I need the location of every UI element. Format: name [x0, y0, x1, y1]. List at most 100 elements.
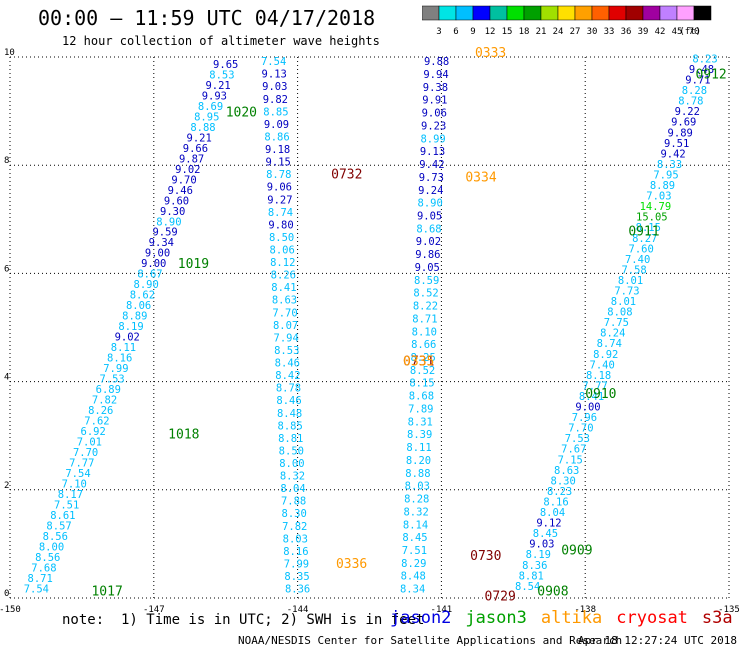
wave-height-label: 8.57 [46, 521, 71, 533]
wave-height-label: 8.19 [526, 549, 551, 561]
wave-height-label: 9.03 [262, 81, 287, 93]
wave-height-label: 8.78 [266, 169, 291, 181]
wave-height-label: 8.30 [282, 508, 307, 520]
colorbar-tick-label: 6 [453, 27, 458, 37]
wave-height-label: 7.53 [99, 374, 124, 386]
wave-height-label: 8.59 [414, 275, 439, 287]
legend-item-jason2: jason2 [390, 608, 452, 628]
wave-height-label: 8.25 [411, 352, 436, 364]
colorbar-tick-label: 30 [587, 27, 598, 37]
wave-height-label: 8.45 [402, 532, 427, 544]
wave-height-label: 9.02 [416, 236, 441, 248]
wave-height-label: 8.61 [50, 510, 75, 522]
wave-height-label: 8.16 [107, 353, 132, 365]
wave-height-label: 8.00 [39, 542, 64, 554]
wave-height-label: 9.80 [268, 219, 293, 231]
wave-height-label: 9.06 [422, 108, 447, 120]
wave-height-label: 9.51 [664, 138, 689, 150]
wave-height-label: 8.54 [515, 581, 540, 593]
wave-height-label: 8.03 [405, 481, 430, 493]
colorbar-tick-label: 9 [470, 27, 475, 37]
wave-height-label: 9.21 [187, 132, 212, 144]
wave-height-label: 8.26 [88, 405, 113, 417]
wave-height-label: 7.99 [284, 558, 309, 570]
wave-height-label: 8.46 [276, 395, 301, 407]
wave-height-label: 8.56 [43, 531, 68, 543]
colorbar-tick-label: 39 [638, 27, 649, 37]
pass-time-label: 0334 [465, 170, 496, 185]
wave-height-label: 8.22 [413, 301, 438, 313]
wave-height-label: 9.22 [675, 106, 700, 118]
chart-subtitle: 12 hour collection of altimeter wave hei… [62, 34, 380, 48]
wave-height-label: 7.40 [625, 254, 650, 266]
wave-height-label: 7.95 [653, 169, 678, 181]
wave-height-label: 9.70 [171, 174, 196, 186]
pass-time-label: 0335 [403, 354, 434, 369]
wave-height-label: 8.00 [279, 458, 304, 470]
x-tick-label: -147 [143, 605, 165, 615]
legend-item-cryosat: cryosat [616, 608, 688, 628]
pass-time-label: 0911 [628, 225, 659, 240]
wave-height-label: 8.66 [411, 339, 436, 351]
wave-height-label: 8.10 [412, 326, 437, 338]
wave-height-label: 9.30 [160, 206, 185, 218]
x-tick-label: -138 [574, 605, 596, 615]
y-tick-label: 4 [4, 373, 9, 383]
wave-height-label: 9.21 [205, 80, 230, 92]
wave-height-label: 9.05 [417, 210, 442, 222]
colorbar-tick-label: 12 [485, 27, 496, 37]
wave-height-label: 8.90 [418, 198, 443, 210]
wave-height-label: 8.18 [586, 370, 611, 382]
wave-height-label: 8.36 [285, 584, 310, 596]
wave-height-label: 8.32 [403, 506, 428, 518]
wave-height-label: 9.69 [671, 117, 696, 129]
wave-height-label: 8.89 [650, 180, 675, 192]
pass-time-label: 0336 [336, 557, 367, 572]
wave-height-label: 8.68 [409, 391, 434, 403]
colorbar-tick-label: 24 [553, 27, 564, 37]
colorbar-tick-label: 33 [604, 27, 615, 37]
wave-height-label: 8.30 [551, 475, 576, 487]
y-tick-label: 0 [4, 589, 9, 599]
wave-height-label: 8.16 [283, 546, 308, 558]
wave-height-label: 7.82 [92, 395, 117, 407]
generation-timestamp: Apr 18 12:27:24 UTC 2018 [578, 634, 737, 647]
wave-height-label: 9.38 [423, 82, 448, 94]
wave-height-label: 8.74 [268, 207, 293, 219]
wave-height-label: 8.11 [111, 342, 136, 354]
wave-height-plot: -150 -147 -144 -141 -138 -13502468107.548.717… [0, 46, 740, 615]
wave-height-label: 9.34 [149, 237, 174, 249]
wave-height-label: 9.82 [263, 94, 288, 106]
wave-height-label: 8.89 [122, 311, 147, 323]
wave-height-label: 8.23 [547, 486, 572, 498]
y-tick-label: 2 [4, 481, 9, 491]
wave-height-label: 8.63 [554, 465, 579, 477]
wave-height-label: 8.88 [190, 122, 215, 134]
wave-height-label: 8.29 [401, 558, 426, 570]
wave-height-label: 7.77 [582, 380, 607, 392]
wave-height-label: 8.33 [657, 159, 682, 171]
wave-height-label: 7.75 [604, 317, 629, 329]
wave-height-label: 8.08 [607, 307, 632, 319]
wave-height-label: 9.03 [529, 539, 554, 551]
wave-height-label: 8.46 [275, 358, 300, 370]
wave-height-label: 8.28 [682, 85, 707, 97]
wave-height-label: 8.11 [406, 442, 431, 454]
wave-height-label: 7.68 [31, 563, 56, 575]
wave-height-label: 8.04 [540, 507, 565, 519]
pass-time-label: 0731 [403, 354, 434, 369]
wave-height-label: 7.70 [272, 307, 297, 319]
wave-height-label: 8.39 [407, 429, 432, 441]
wave-height-label: 9.09 [264, 119, 289, 131]
wave-height-label: 8.90 [134, 279, 159, 291]
wave-height-label: 8.34 [400, 584, 425, 596]
wave-height-label: 8.31 [408, 416, 433, 428]
wave-height-label: 8.45 [533, 528, 558, 540]
y-tick-label: 6 [4, 264, 9, 274]
colorbar-tick-label: 18 [519, 27, 530, 37]
wave-height-label: 7.62 [84, 416, 109, 428]
colorbar-tick-label: 70 [689, 27, 700, 37]
wave-height-label: 8.23 [692, 53, 717, 65]
wave-height-label: 8.90 [156, 216, 181, 228]
pass-time-label: 0912 [695, 68, 726, 83]
